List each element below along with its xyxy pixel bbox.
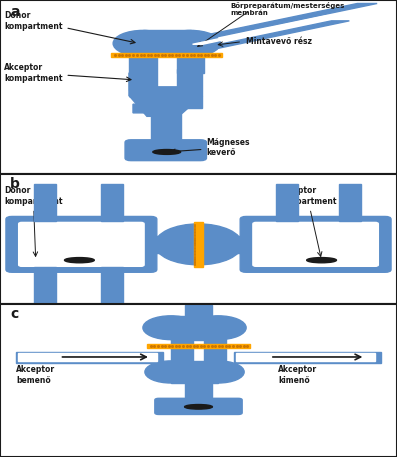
Text: Akceptor
kompartment: Akceptor kompartment	[4, 63, 131, 83]
Polygon shape	[191, 21, 349, 50]
FancyBboxPatch shape	[171, 344, 193, 362]
FancyBboxPatch shape	[6, 217, 157, 272]
FancyBboxPatch shape	[111, 53, 222, 57]
FancyBboxPatch shape	[218, 236, 246, 253]
FancyBboxPatch shape	[177, 38, 204, 73]
Ellipse shape	[153, 149, 181, 154]
FancyBboxPatch shape	[101, 184, 123, 221]
FancyBboxPatch shape	[276, 184, 298, 221]
Polygon shape	[191, 4, 377, 38]
FancyBboxPatch shape	[133, 55, 153, 74]
Ellipse shape	[185, 404, 212, 409]
Text: c: c	[10, 307, 18, 321]
Circle shape	[191, 316, 246, 340]
Text: Mintavevő rész: Mintavevő rész	[246, 37, 312, 46]
Wedge shape	[155, 224, 198, 265]
FancyBboxPatch shape	[129, 73, 155, 96]
FancyBboxPatch shape	[18, 353, 157, 361]
FancyBboxPatch shape	[129, 43, 157, 90]
FancyBboxPatch shape	[236, 353, 375, 361]
Text: Akceptor
bemenő: Akceptor bemenő	[16, 365, 55, 384]
Text: b: b	[10, 177, 20, 191]
FancyBboxPatch shape	[101, 267, 123, 304]
FancyBboxPatch shape	[185, 373, 212, 403]
FancyBboxPatch shape	[125, 140, 206, 161]
FancyBboxPatch shape	[171, 361, 218, 383]
Text: Bőrpreparátum/mesterséges
membrán: Bőrpreparátum/mesterséges membrán	[230, 2, 345, 16]
Circle shape	[145, 361, 197, 383]
Text: Akceptor
kompartment: Akceptor kompartment	[278, 186, 336, 256]
FancyBboxPatch shape	[253, 223, 378, 266]
FancyBboxPatch shape	[155, 399, 242, 414]
Text: Mágneses
keverő: Mágneses keverő	[171, 138, 250, 157]
FancyBboxPatch shape	[181, 55, 200, 69]
FancyBboxPatch shape	[185, 305, 212, 316]
Circle shape	[161, 30, 220, 56]
FancyBboxPatch shape	[34, 184, 56, 221]
FancyBboxPatch shape	[204, 344, 226, 362]
FancyBboxPatch shape	[143, 30, 191, 57]
Text: a: a	[10, 5, 19, 19]
FancyBboxPatch shape	[171, 316, 218, 340]
Text: Donor
kompartment: Donor kompartment	[4, 186, 62, 256]
FancyBboxPatch shape	[194, 222, 203, 267]
Text: Donor
kompartment: Donor kompartment	[4, 11, 135, 44]
Ellipse shape	[306, 258, 336, 263]
FancyBboxPatch shape	[240, 217, 391, 272]
FancyBboxPatch shape	[19, 223, 144, 266]
Ellipse shape	[64, 258, 94, 263]
FancyBboxPatch shape	[151, 236, 179, 253]
FancyBboxPatch shape	[339, 184, 361, 221]
FancyBboxPatch shape	[16, 351, 163, 362]
Polygon shape	[129, 73, 200, 113]
Text: Akceptor
kimenő: Akceptor kimenő	[278, 365, 317, 384]
Circle shape	[113, 30, 173, 56]
FancyBboxPatch shape	[151, 113, 181, 148]
Circle shape	[143, 316, 198, 340]
FancyBboxPatch shape	[234, 351, 381, 362]
Wedge shape	[198, 224, 242, 265]
FancyBboxPatch shape	[171, 327, 193, 345]
FancyBboxPatch shape	[177, 69, 202, 96]
Polygon shape	[129, 96, 202, 117]
Polygon shape	[129, 96, 202, 108]
Circle shape	[193, 361, 244, 383]
FancyBboxPatch shape	[147, 344, 250, 348]
FancyBboxPatch shape	[204, 327, 226, 345]
Polygon shape	[193, 16, 337, 44]
FancyBboxPatch shape	[34, 267, 56, 304]
